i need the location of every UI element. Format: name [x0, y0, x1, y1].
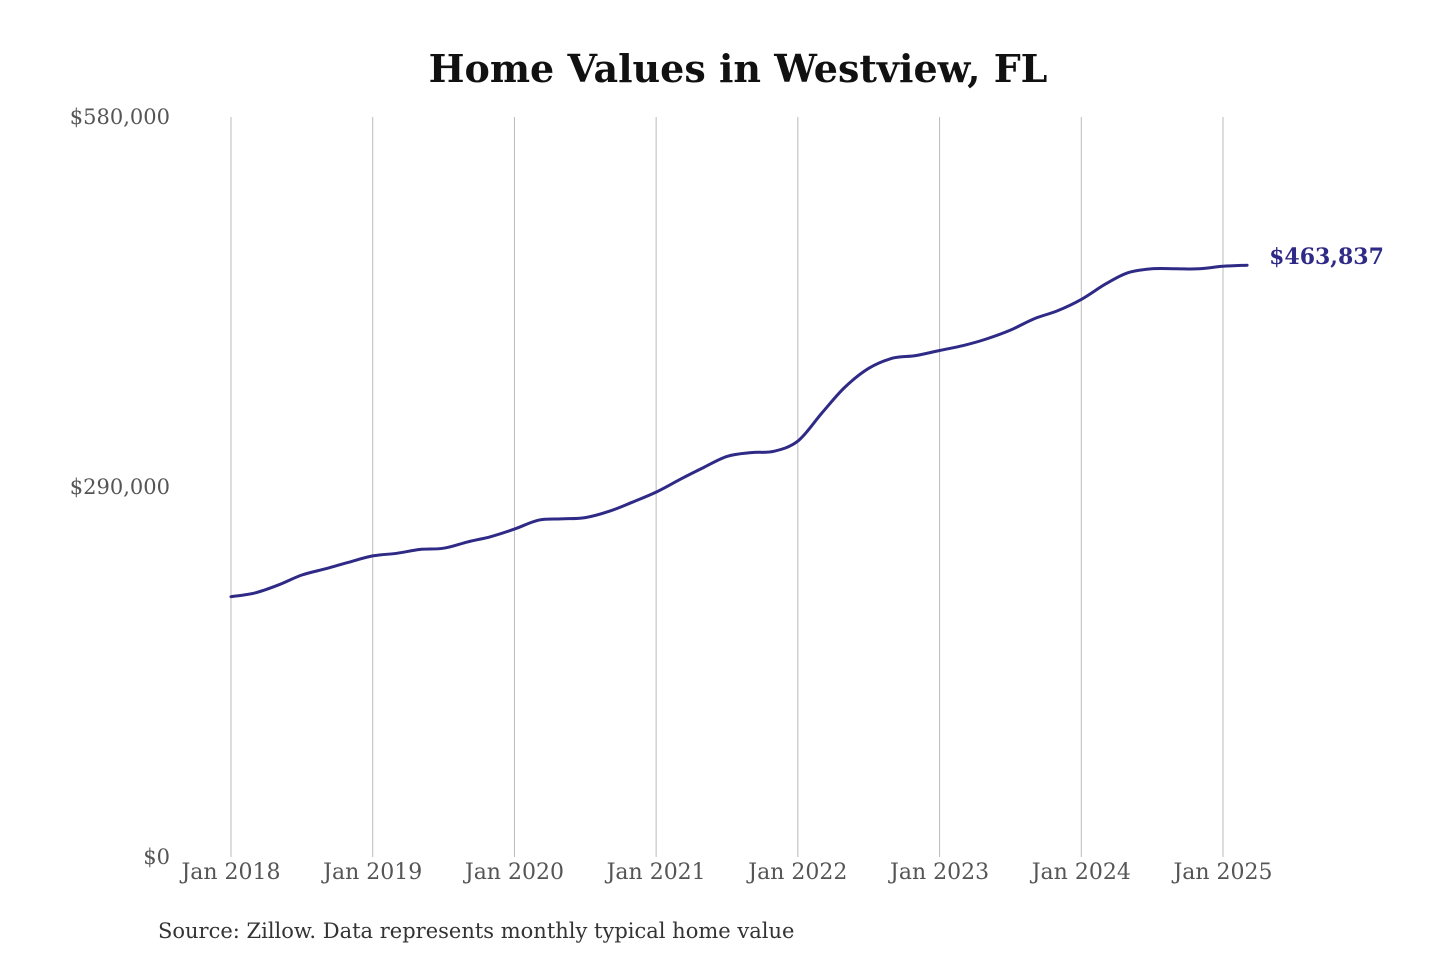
x-tick-label: Jan 2023: [888, 860, 989, 885]
y-tick-label: $290,000: [70, 475, 170, 499]
end-value-label: $463,837: [1269, 244, 1384, 270]
x-tick-label: Jan 2018: [179, 860, 280, 885]
x-tick-label: Jan 2025: [1171, 860, 1272, 885]
y-tick-label: $580,000: [70, 105, 170, 129]
x-tick-label: Jan 2021: [605, 860, 706, 885]
x-tick-label: Jan 2019: [321, 860, 422, 885]
x-axis-ticks: Jan 2018 Jan 2019 Jan 2020 Jan 2021 Jan 2022…: [179, 860, 1272, 885]
x-tick-label: Jan 2020: [463, 860, 564, 885]
series-layer: [229, 263, 1249, 599]
y-axis-ticks: $580,000 $290,000 $0: [70, 105, 170, 869]
grid-lines: [230, 117, 1224, 857]
y-tick-label: $0: [143, 845, 170, 869]
x-tick-label: Jan 2024: [1030, 860, 1131, 885]
source-note: Source: Zillow. Data represents monthly …: [158, 919, 794, 943]
x-tick-label: Jan 2022: [746, 860, 847, 885]
series-line-0: [229, 263, 1249, 599]
chart-title: Home Values in Westview, FL: [429, 46, 1048, 91]
